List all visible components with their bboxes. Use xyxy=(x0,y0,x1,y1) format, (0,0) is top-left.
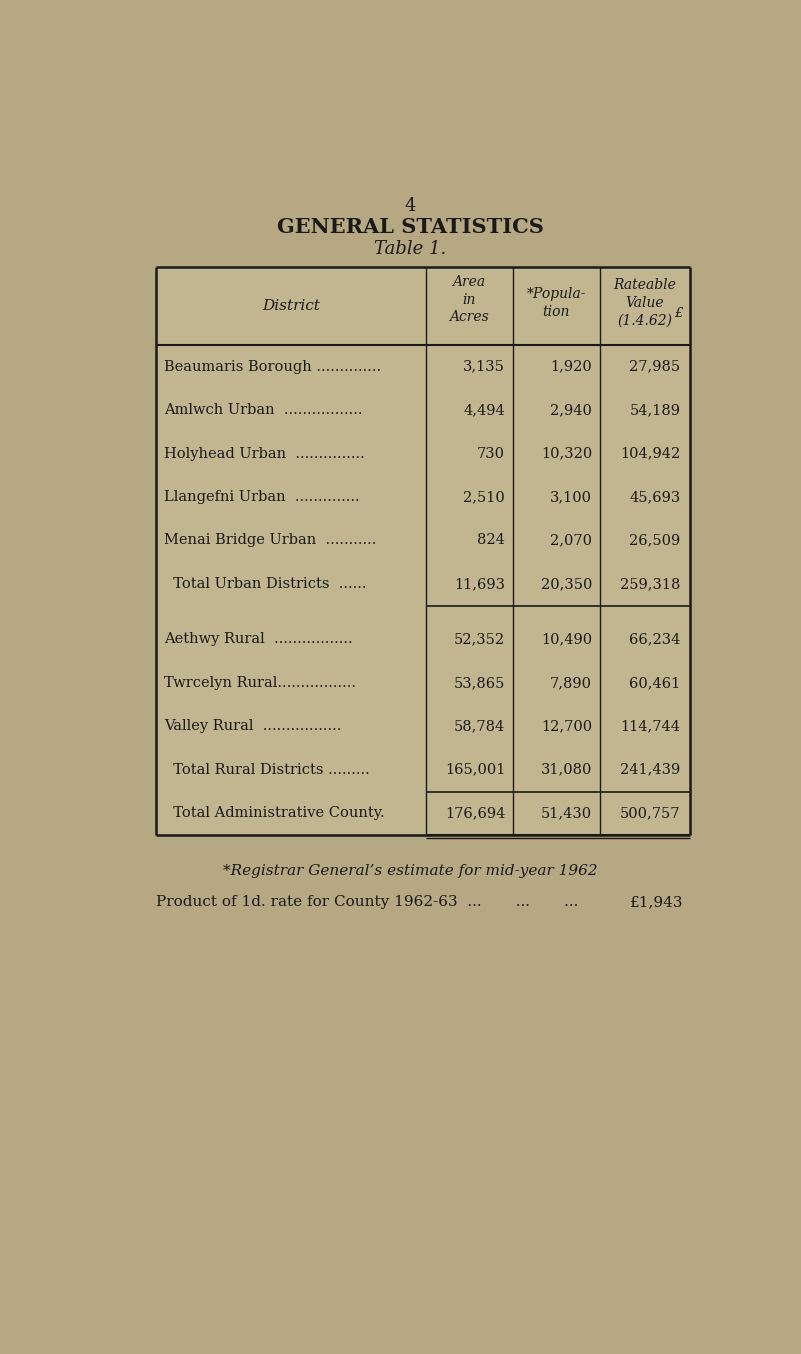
Text: 114,744: 114,744 xyxy=(621,719,681,734)
Text: Twrcelyn Rural.................: Twrcelyn Rural................. xyxy=(164,676,356,691)
Text: 104,942: 104,942 xyxy=(620,447,681,460)
Text: 51,430: 51,430 xyxy=(541,806,592,821)
Text: Holyhead Urban  ...............: Holyhead Urban ............... xyxy=(164,447,364,460)
Text: 20,350: 20,350 xyxy=(541,577,592,590)
Text: 58,784: 58,784 xyxy=(454,719,505,734)
Text: 31,080: 31,080 xyxy=(541,762,592,777)
Text: 27,985: 27,985 xyxy=(630,360,681,374)
Text: 2,070: 2,070 xyxy=(550,533,592,547)
Text: Valley Rural  .................: Valley Rural ................. xyxy=(164,719,341,734)
Text: 4,494: 4,494 xyxy=(464,403,505,417)
Text: 53,865: 53,865 xyxy=(454,676,505,691)
Text: 1,920: 1,920 xyxy=(550,360,592,374)
Text: 2,510: 2,510 xyxy=(464,490,505,504)
Text: 176,694: 176,694 xyxy=(445,806,505,821)
Text: 3,100: 3,100 xyxy=(550,490,592,504)
Text: 259,318: 259,318 xyxy=(620,577,681,590)
Text: Llangefni Urban  ..............: Llangefni Urban .............. xyxy=(164,490,360,504)
Text: 3,135: 3,135 xyxy=(463,360,505,374)
Text: 54,189: 54,189 xyxy=(630,403,681,417)
Text: Area
in
Acres: Area in Acres xyxy=(449,275,489,325)
Text: *Registrar General’s estimate for mid-year 1962: *Registrar General’s estimate for mid-ye… xyxy=(223,864,598,879)
Text: £1,943: £1,943 xyxy=(630,895,683,910)
Text: Total Urban Districts  ......: Total Urban Districts ...... xyxy=(164,577,367,590)
Text: 4: 4 xyxy=(405,196,417,215)
Text: District: District xyxy=(262,299,320,313)
Text: 2,940: 2,940 xyxy=(550,403,592,417)
Text: 26,509: 26,509 xyxy=(630,533,681,547)
Text: *Popula-
tion: *Popula- tion xyxy=(526,287,586,318)
Text: Aethwy Rural  .................: Aethwy Rural ................. xyxy=(164,632,352,646)
Text: 730: 730 xyxy=(477,447,505,460)
Text: 52,352: 52,352 xyxy=(454,632,505,646)
Text: 66,234: 66,234 xyxy=(629,632,681,646)
Text: 60,461: 60,461 xyxy=(630,676,681,691)
Text: Amlwch Urban  .................: Amlwch Urban ................. xyxy=(164,403,363,417)
Text: 11,693: 11,693 xyxy=(454,577,505,590)
Text: Total Administrative County.: Total Administrative County. xyxy=(164,806,384,821)
Text: Menai Bridge Urban  ...........: Menai Bridge Urban ........... xyxy=(164,533,376,547)
Text: 824: 824 xyxy=(477,533,505,547)
Text: 45,693: 45,693 xyxy=(630,490,681,504)
Text: Total Rural Districts .........: Total Rural Districts ......... xyxy=(164,762,370,777)
Text: Table 1.: Table 1. xyxy=(374,240,447,257)
Text: GENERAL STATISTICS: GENERAL STATISTICS xyxy=(277,217,544,237)
Text: Rateable
Value
(1.4.62): Rateable Value (1.4.62) xyxy=(614,278,676,328)
Text: 12,700: 12,700 xyxy=(541,719,592,734)
Text: 10,490: 10,490 xyxy=(541,632,592,646)
Text: 165,001: 165,001 xyxy=(445,762,505,777)
Text: £: £ xyxy=(674,307,683,320)
Text: 500,757: 500,757 xyxy=(620,806,681,821)
Text: Product of 1d. rate for County 1962-63  ...       ...       ...: Product of 1d. rate for County 1962-63 .… xyxy=(156,895,598,910)
Text: Beaumaris Borough ..............: Beaumaris Borough .............. xyxy=(164,360,381,374)
Text: 241,439: 241,439 xyxy=(620,762,681,777)
Text: 10,320: 10,320 xyxy=(541,447,592,460)
Text: 7,890: 7,890 xyxy=(550,676,592,691)
